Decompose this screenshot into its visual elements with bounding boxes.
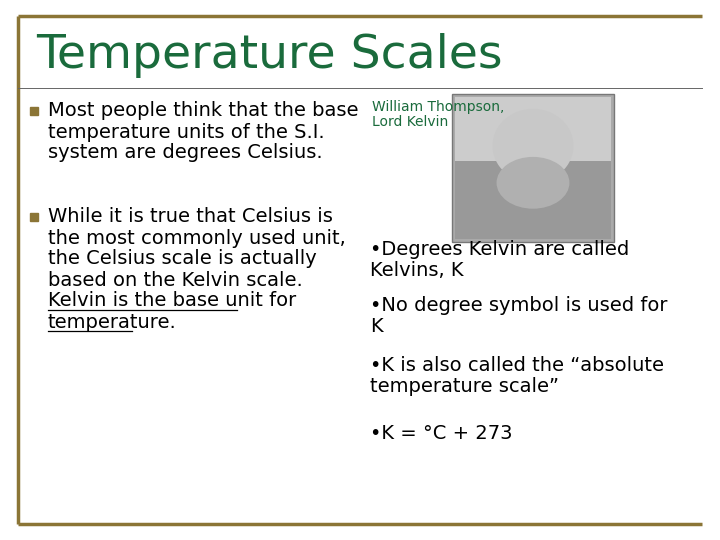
Text: •K is also called the “absolute: •K is also called the “absolute	[370, 356, 664, 375]
Ellipse shape	[492, 109, 574, 183]
Text: Temperature Scales: Temperature Scales	[36, 33, 503, 78]
Text: the most commonly used unit,: the most commonly used unit,	[48, 228, 346, 247]
Text: •Degrees Kelvin are called: •Degrees Kelvin are called	[370, 240, 629, 259]
Text: based on the Kelvin scale.: based on the Kelvin scale.	[48, 271, 302, 289]
Bar	[30, 107, 38, 115]
Text: •K = °C + 273: •K = °C + 273	[370, 424, 513, 443]
Text: Kelvins, K: Kelvins, K	[370, 261, 464, 280]
Bar	[30, 213, 38, 221]
Text: K: K	[370, 317, 382, 336]
Text: Lord Kelvin: Lord Kelvin	[372, 115, 449, 129]
Text: William Thompson,: William Thompson,	[372, 100, 505, 114]
Text: temperature units of the S.I.: temperature units of the S.I.	[48, 123, 325, 141]
Text: Kelvin is the base unit for: Kelvin is the base unit for	[48, 292, 296, 310]
Text: While it is true that Celsius is: While it is true that Celsius is	[48, 207, 333, 226]
Text: Most people think that the base: Most people think that the base	[48, 102, 359, 120]
Text: temperature scale”: temperature scale”	[370, 377, 559, 396]
FancyBboxPatch shape	[455, 97, 611, 164]
Text: the Celsius scale is actually: the Celsius scale is actually	[48, 249, 317, 268]
Text: temperature.: temperature.	[48, 313, 176, 332]
FancyBboxPatch shape	[455, 160, 611, 239]
FancyBboxPatch shape	[452, 94, 614, 242]
Text: system are degrees Celsius.: system are degrees Celsius.	[48, 144, 323, 163]
Text: •No degree symbol is used for: •No degree symbol is used for	[370, 296, 667, 315]
Ellipse shape	[497, 157, 570, 208]
